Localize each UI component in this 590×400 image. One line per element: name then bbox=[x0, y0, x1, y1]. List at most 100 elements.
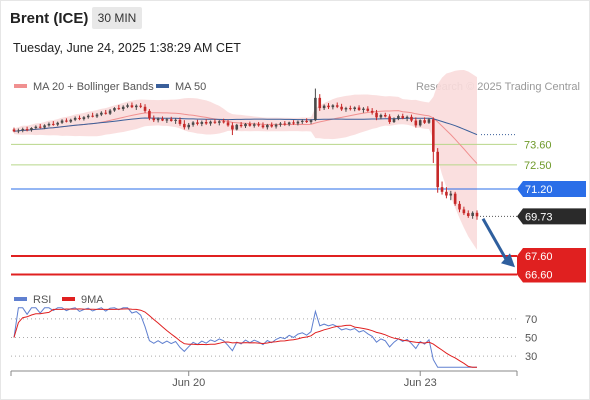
candle bbox=[274, 124, 278, 127]
candle bbox=[165, 119, 169, 121]
candle bbox=[362, 108, 365, 110]
candle bbox=[139, 105, 142, 107]
candle bbox=[100, 112, 103, 115]
candle bbox=[78, 117, 81, 120]
candle bbox=[287, 122, 291, 125]
candle bbox=[56, 122, 59, 125]
candle bbox=[222, 121, 225, 123]
candle bbox=[231, 125, 234, 130]
candle bbox=[65, 120, 68, 122]
candle bbox=[121, 106, 125, 110]
candle bbox=[427, 119, 431, 123]
candle bbox=[126, 105, 129, 107]
resistance-label-72.50: 72.50 bbox=[524, 160, 552, 172]
candle bbox=[322, 105, 326, 109]
candle bbox=[217, 121, 221, 123]
chart-header: Brent (ICE) 30 MIN bbox=[0, 0, 590, 36]
candle bbox=[200, 122, 204, 124]
pivot-tag bbox=[517, 181, 586, 197]
candle bbox=[449, 193, 453, 196]
candle bbox=[130, 105, 134, 108]
candle bbox=[305, 120, 308, 123]
candle bbox=[257, 124, 260, 126]
candle bbox=[178, 119, 182, 124]
candle bbox=[12, 129, 16, 132]
candle bbox=[340, 106, 343, 110]
candle bbox=[423, 120, 426, 123]
x-tick-label: Jun 20 bbox=[172, 377, 205, 389]
candle bbox=[156, 118, 160, 121]
x-tick-label: Jun 23 bbox=[404, 377, 437, 389]
bollinger-bands bbox=[14, 70, 477, 250]
candle bbox=[279, 123, 282, 125]
resistance-label-73.60: 73.60 bbox=[524, 139, 552, 151]
candle bbox=[270, 125, 274, 127]
candle bbox=[462, 209, 466, 214]
ma50-line bbox=[13, 117, 478, 136]
candle bbox=[52, 123, 55, 125]
candle bbox=[143, 106, 147, 111]
candle bbox=[187, 124, 191, 128]
candle bbox=[235, 124, 239, 130]
candle bbox=[104, 112, 108, 114]
candle bbox=[191, 122, 195, 125]
candle bbox=[135, 105, 138, 108]
candle bbox=[445, 191, 448, 196]
candle bbox=[60, 120, 64, 123]
instrument-title: Brent (ICE) bbox=[10, 10, 89, 27]
candle bbox=[117, 108, 121, 110]
candle bbox=[432, 119, 435, 152]
candle bbox=[331, 105, 335, 108]
candle bbox=[314, 97, 317, 121]
support-label-67.60: 67.60 bbox=[525, 251, 553, 263]
candle bbox=[174, 119, 177, 121]
candle bbox=[21, 129, 25, 131]
candle bbox=[183, 123, 186, 128]
candle bbox=[379, 114, 383, 118]
legend-swatch-ma20 bbox=[14, 84, 27, 88]
candle bbox=[388, 116, 391, 123]
candle bbox=[370, 110, 374, 113]
candle bbox=[91, 115, 94, 117]
rsi-tick-50: 50 bbox=[525, 333, 537, 345]
candle bbox=[401, 116, 405, 119]
candle bbox=[266, 125, 269, 128]
candle bbox=[414, 120, 418, 126]
legend-swatch-ma50 bbox=[156, 84, 169, 88]
candle bbox=[38, 126, 42, 128]
candle bbox=[392, 118, 396, 123]
candle bbox=[344, 108, 348, 110]
candle bbox=[239, 124, 243, 127]
candle bbox=[366, 108, 370, 111]
chart-datetime: Tuesday, June 24, 2025 1:38:29 AM CET bbox=[13, 41, 241, 55]
support-tag bbox=[517, 247, 586, 283]
candle bbox=[418, 120, 422, 126]
candle bbox=[95, 114, 99, 117]
projection-arrowhead bbox=[501, 253, 515, 268]
candle bbox=[327, 105, 330, 108]
candle bbox=[113, 108, 116, 111]
candle bbox=[30, 127, 33, 130]
candle bbox=[226, 122, 230, 126]
candle bbox=[453, 193, 457, 204]
candle bbox=[73, 117, 77, 120]
candle bbox=[69, 119, 73, 122]
candle bbox=[296, 121, 300, 124]
support-label-66.60: 66.60 bbox=[525, 270, 553, 282]
last-price-tag bbox=[517, 208, 586, 225]
candle bbox=[213, 121, 217, 123]
candle bbox=[244, 123, 247, 127]
candle bbox=[34, 126, 38, 128]
legend-swatch-rsi-ma bbox=[62, 297, 75, 301]
timeframe-button[interactable]: 30 MIN bbox=[92, 7, 142, 29]
candle bbox=[25, 129, 29, 131]
candle bbox=[309, 120, 313, 123]
legend-label-rsi-ma: 9MA bbox=[81, 294, 104, 306]
last-price-label: 69.73 bbox=[525, 211, 553, 223]
candle bbox=[471, 212, 474, 216]
candle bbox=[375, 112, 378, 118]
candle bbox=[458, 203, 461, 210]
candle bbox=[383, 114, 387, 117]
candle bbox=[335, 105, 339, 107]
